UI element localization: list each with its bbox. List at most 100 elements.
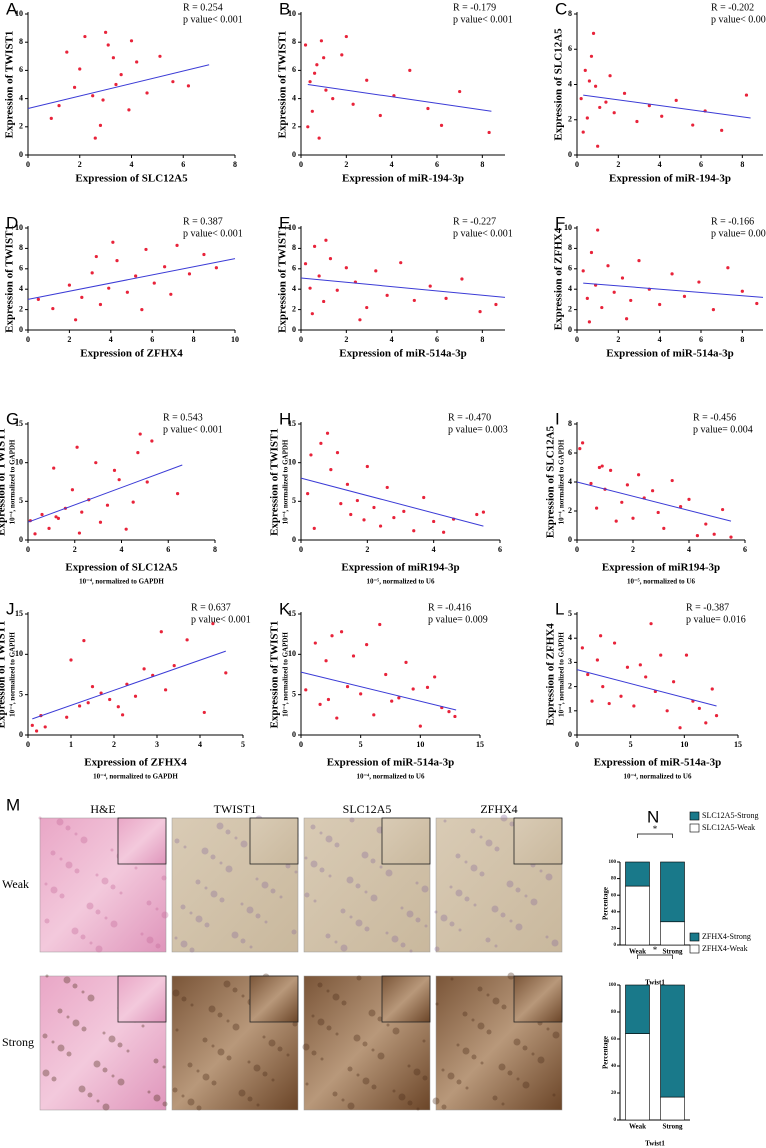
- point: [117, 478, 121, 482]
- point: [433, 675, 437, 679]
- x-tick-label: 6: [150, 335, 154, 344]
- x-tick-label: 10: [231, 335, 239, 344]
- tissue-texture: [110, 848, 114, 852]
- tissue-texture: [407, 1100, 413, 1106]
- trend-line: [27, 258, 236, 300]
- tissue-texture: [432, 1097, 440, 1105]
- point: [586, 672, 590, 677]
- x-tick-label: 4: [390, 160, 394, 169]
- tissue-texture: [211, 1044, 215, 1048]
- tissue-texture: [181, 996, 187, 1002]
- tissue-texture: [240, 938, 246, 944]
- bar-segment: [660, 984, 685, 1098]
- tissue-texture: [421, 885, 429, 893]
- x-tick-label: 4: [120, 545, 124, 554]
- tissue-texture: [471, 1054, 477, 1060]
- tissue-texture: [108, 1035, 116, 1043]
- tissue-texture: [247, 1060, 251, 1064]
- tissue-texture: [501, 1102, 505, 1106]
- y-tick-label: 20: [611, 927, 617, 932]
- y-tick-label: 6: [19, 65, 23, 74]
- y-tick-label: 20: [611, 1091, 617, 1096]
- x-tick-label: Weak: [629, 948, 646, 956]
- tissue-texture: [56, 818, 64, 826]
- column-header: TWIST1: [214, 802, 257, 816]
- trend-line: [576, 669, 717, 707]
- y-tick-label: 8: [568, 243, 572, 252]
- x-tick-label: 2: [73, 545, 77, 554]
- point: [33, 532, 37, 536]
- tissue-texture: [456, 1043, 460, 1047]
- tissue-texture: [364, 926, 370, 932]
- point: [80, 510, 84, 514]
- tissue-texture: [304, 892, 310, 898]
- x-tick-label: 8: [740, 160, 744, 169]
- point: [411, 687, 415, 691]
- y-tick-label: 5: [292, 496, 296, 505]
- annotation: R = 0.543: [163, 412, 203, 423]
- point: [303, 262, 308, 266]
- x-axis-title: Expression of ZFHX4: [84, 757, 187, 769]
- tissue-texture: [465, 1086, 469, 1090]
- point: [111, 240, 115, 244]
- tissue-texture: [349, 817, 355, 823]
- tissue-texture: [416, 1107, 420, 1111]
- point: [133, 694, 138, 698]
- legend-swatch: [689, 944, 700, 954]
- tissue-texture: [202, 1073, 210, 1081]
- tissue-texture: [494, 846, 500, 852]
- point: [362, 518, 366, 522]
- tissue-texture: [240, 902, 244, 906]
- point: [145, 480, 149, 484]
- point: [324, 659, 328, 663]
- x-tick-label: 2: [616, 160, 620, 169]
- annotation: R = -0.227: [453, 216, 496, 227]
- y-tick-label: 6: [568, 44, 572, 53]
- annotation: p value< 0.001: [183, 228, 243, 239]
- y-axis-title: Expression of TWIST1: [277, 31, 289, 139]
- point: [313, 641, 317, 645]
- point: [112, 468, 117, 472]
- point: [365, 305, 369, 310]
- tissue-texture: [285, 863, 291, 869]
- y-tick-label: 4: [568, 477, 572, 486]
- tissue-texture: [349, 915, 353, 919]
- tissue-texture: [507, 972, 515, 980]
- tissue-texture: [506, 880, 514, 888]
- panel-label: N: [647, 807, 659, 826]
- point: [335, 288, 339, 292]
- y-axis-subtitle: 10⁻⁴, normalized to GAPDH: [558, 439, 566, 524]
- point: [412, 529, 416, 533]
- tissue-texture: [232, 987, 238, 993]
- tissue-texture: [292, 1021, 298, 1027]
- x-tick-label: 10: [416, 740, 424, 749]
- point: [328, 257, 333, 261]
- point: [659, 653, 663, 657]
- annotation: p value= 0.001: [711, 228, 766, 239]
- tissue-texture: [455, 853, 461, 859]
- tissue-texture: [262, 1071, 268, 1077]
- point: [83, 34, 87, 39]
- point: [349, 512, 353, 517]
- y-tick-label: 10: [15, 457, 23, 466]
- tissue-texture: [225, 865, 233, 873]
- x-tick-label: 0: [299, 160, 303, 169]
- x-tick-label: 5: [241, 740, 245, 749]
- x-tick-label: 3: [155, 740, 159, 749]
- tissue-texture: [117, 1078, 125, 1086]
- annotation: R = -0.179: [453, 2, 496, 13]
- point: [404, 660, 408, 665]
- point: [644, 675, 648, 679]
- tissue-texture: [57, 1008, 63, 1014]
- panel-label: A: [6, 0, 18, 18]
- tissue-texture: [240, 840, 248, 848]
- bar-segment: [625, 885, 650, 946]
- point: [439, 123, 444, 127]
- y-tick-label: 15: [288, 609, 296, 618]
- point: [672, 680, 676, 684]
- tissue-texture: [340, 908, 346, 914]
- tissue-texture: [202, 1037, 208, 1043]
- tissue-texture: [66, 1051, 72, 1057]
- point: [660, 114, 664, 118]
